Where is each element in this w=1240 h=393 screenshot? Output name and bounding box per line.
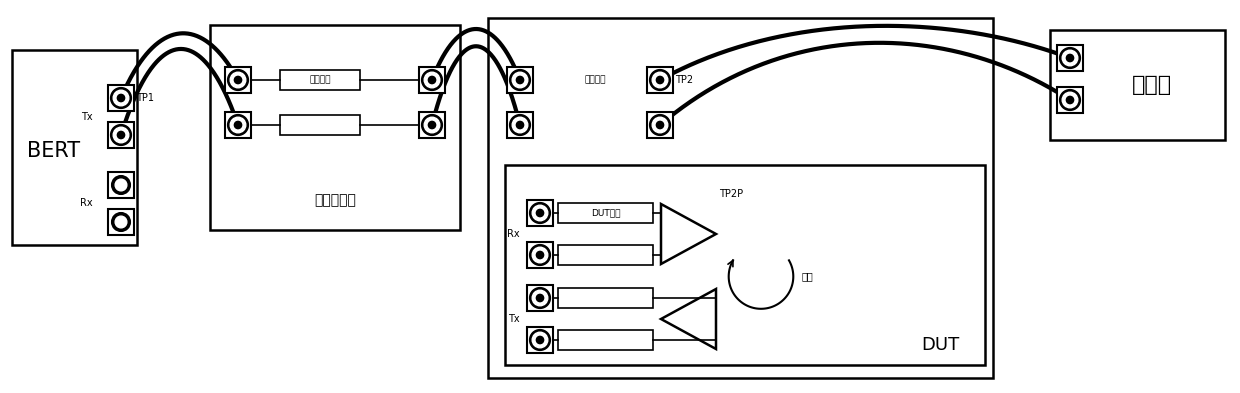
Text: DUT: DUT <box>921 336 959 354</box>
Bar <box>507 112 533 138</box>
Circle shape <box>537 336 543 343</box>
Circle shape <box>1066 96 1074 104</box>
Bar <box>1056 45 1083 71</box>
Circle shape <box>118 94 125 102</box>
Bar <box>1056 87 1083 113</box>
Circle shape <box>110 125 131 145</box>
Text: Tx: Tx <box>82 112 93 121</box>
Circle shape <box>110 88 131 108</box>
Bar <box>108 209 134 235</box>
Bar <box>108 172 134 198</box>
Bar <box>558 245 653 265</box>
Text: TP1: TP1 <box>136 93 154 103</box>
Circle shape <box>516 76 523 84</box>
Circle shape <box>1063 92 1078 108</box>
Circle shape <box>652 117 668 133</box>
Text: Rx: Rx <box>81 198 93 209</box>
Text: TP2: TP2 <box>675 75 693 85</box>
Circle shape <box>424 117 440 133</box>
Circle shape <box>234 76 242 84</box>
Circle shape <box>656 121 663 129</box>
Bar <box>558 330 653 350</box>
Text: 示波器: 示波器 <box>1131 75 1172 95</box>
Circle shape <box>650 115 671 136</box>
Bar <box>647 112 673 138</box>
Bar <box>558 288 653 308</box>
Circle shape <box>115 216 126 228</box>
Bar <box>527 285 553 311</box>
Circle shape <box>428 76 435 84</box>
Text: 环回: 环回 <box>801 272 813 281</box>
Circle shape <box>428 121 435 129</box>
Text: Rx: Rx <box>507 229 520 239</box>
Circle shape <box>422 115 443 136</box>
Bar <box>210 25 460 230</box>
Circle shape <box>529 288 551 309</box>
Circle shape <box>537 209 543 217</box>
Circle shape <box>113 127 129 143</box>
Bar <box>108 122 134 148</box>
Circle shape <box>532 205 548 221</box>
Circle shape <box>537 294 543 302</box>
Circle shape <box>656 76 663 84</box>
Circle shape <box>512 117 528 133</box>
Circle shape <box>234 121 242 129</box>
Bar <box>12 50 136 245</box>
Circle shape <box>512 72 528 88</box>
Circle shape <box>652 72 668 88</box>
Circle shape <box>1066 54 1074 62</box>
Bar <box>419 112 445 138</box>
Circle shape <box>118 131 125 139</box>
Circle shape <box>529 244 551 265</box>
Circle shape <box>529 330 551 351</box>
Circle shape <box>532 247 548 263</box>
Bar <box>558 203 653 223</box>
Text: TP2P: TP2P <box>719 189 743 199</box>
Circle shape <box>231 117 246 133</box>
Text: 镜像通道: 镜像通道 <box>584 75 606 84</box>
Bar <box>280 115 360 135</box>
Circle shape <box>231 72 246 88</box>
Text: 校准通道: 校准通道 <box>309 75 331 84</box>
Circle shape <box>1060 90 1080 110</box>
Circle shape <box>516 121 523 129</box>
Text: DUT通道: DUT通道 <box>590 209 620 217</box>
Text: 损耗校准板: 损耗校准板 <box>314 193 356 207</box>
Circle shape <box>510 70 531 90</box>
Circle shape <box>422 70 443 90</box>
Text: BERT: BERT <box>27 141 81 162</box>
Bar <box>489 18 993 378</box>
Circle shape <box>532 332 548 348</box>
Bar <box>527 242 553 268</box>
Bar <box>505 165 985 365</box>
Bar <box>527 200 553 226</box>
Circle shape <box>510 115 531 136</box>
Bar <box>647 67 673 93</box>
Bar <box>527 327 553 353</box>
Bar <box>224 67 250 93</box>
Circle shape <box>112 213 130 231</box>
Circle shape <box>228 70 248 90</box>
Text: Tx: Tx <box>508 314 520 324</box>
Circle shape <box>529 203 551 223</box>
Bar <box>556 70 635 90</box>
Circle shape <box>1060 48 1080 68</box>
Circle shape <box>650 70 671 90</box>
Bar <box>556 115 635 135</box>
Circle shape <box>537 252 543 259</box>
Bar <box>507 67 533 93</box>
Circle shape <box>1063 50 1078 66</box>
Bar <box>280 70 360 90</box>
Circle shape <box>424 72 440 88</box>
Bar <box>224 112 250 138</box>
Bar <box>108 85 134 111</box>
Bar <box>419 67 445 93</box>
Circle shape <box>113 90 129 106</box>
Circle shape <box>532 290 548 306</box>
Circle shape <box>228 115 248 136</box>
Circle shape <box>112 176 130 195</box>
Bar <box>1050 30 1225 140</box>
Circle shape <box>115 179 126 191</box>
